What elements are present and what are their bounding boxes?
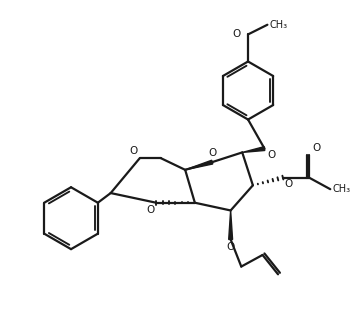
Text: CH₃: CH₃ xyxy=(269,20,287,30)
Text: O: O xyxy=(232,29,240,39)
Text: O: O xyxy=(146,205,154,214)
Text: O: O xyxy=(285,179,293,188)
Polygon shape xyxy=(229,211,233,240)
Text: O: O xyxy=(267,150,276,160)
Text: O: O xyxy=(208,148,216,158)
Polygon shape xyxy=(185,160,213,170)
Polygon shape xyxy=(242,147,265,152)
Text: O: O xyxy=(227,242,235,252)
Text: O: O xyxy=(130,146,138,156)
Text: O: O xyxy=(312,144,320,153)
Text: CH₃: CH₃ xyxy=(332,184,350,194)
